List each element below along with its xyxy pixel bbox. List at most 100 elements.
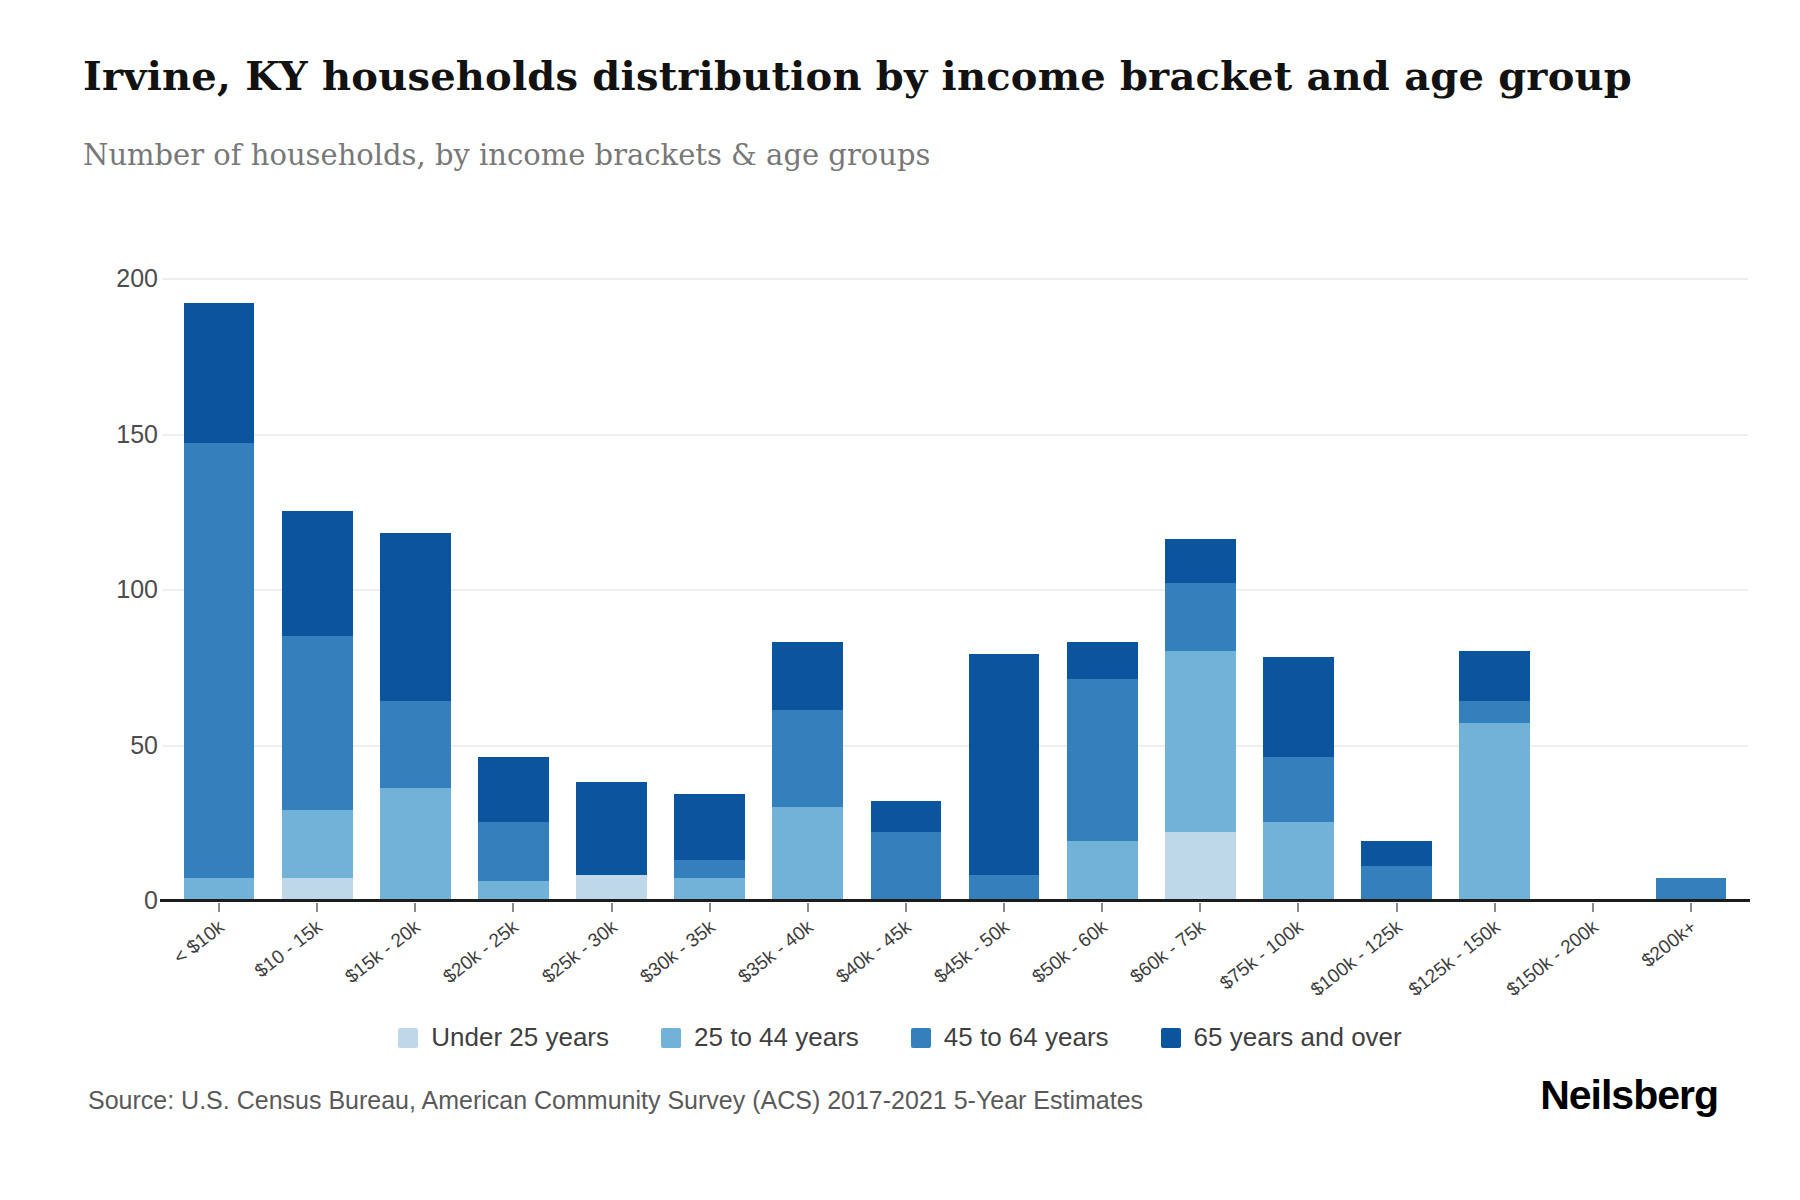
bar-segment-45k-50k-65-years-and-over[interactable]	[969, 654, 1040, 875]
band-50k-60k	[1053, 278, 1151, 900]
bar-50k-60k	[1067, 642, 1138, 900]
neilsberg-logo: Neilsberg	[1540, 1072, 1718, 1119]
bar-25k-30k	[576, 782, 647, 900]
x-tick-30k-35k	[709, 903, 711, 912]
bar-segment-10k-25-to-44-years[interactable]	[184, 878, 255, 900]
bar-segment-75k-100k-45-to-64-years[interactable]	[1263, 757, 1334, 822]
x-tick-10k	[218, 903, 220, 912]
bar-45k-50k	[969, 654, 1040, 900]
legend-swatch-65-years-and-over	[1161, 1028, 1181, 1048]
bar-segment-10-15k-65-years-and-over[interactable]	[282, 511, 353, 635]
bar-segment-35k-40k-45-to-64-years[interactable]	[772, 710, 843, 806]
bar-segment-60k-75k-45-to-64-years[interactable]	[1165, 583, 1236, 651]
legend-label-25-to-44-years: 25 to 44 years	[694, 1022, 859, 1053]
band-10-15k	[268, 278, 366, 900]
x-tick-40k-45k	[905, 903, 907, 912]
x-tick-125k-150k	[1494, 903, 1496, 912]
bar-segment-25k-30k-under-25-years[interactable]	[576, 875, 647, 900]
bar-segment-100k-125k-45-to-64-years[interactable]	[1361, 866, 1432, 900]
x-tick-20k-25k	[512, 903, 514, 912]
bar-segment-15k-20k-65-years-and-over[interactable]	[380, 533, 451, 701]
bar-segment-45k-50k-45-to-64-years[interactable]	[969, 875, 1040, 900]
band-20k-25k	[464, 278, 562, 900]
band-10k	[170, 278, 268, 900]
bar-segment-125k-150k-25-to-44-years[interactable]	[1459, 723, 1530, 900]
band-35k-40k	[759, 278, 857, 900]
bar-segment-10k-45-to-64-years[interactable]	[184, 443, 255, 878]
bar-segment-30k-35k-45-to-64-years[interactable]	[674, 860, 745, 879]
x-tick-45k-50k	[1003, 903, 1005, 912]
bar-segment-25k-30k-65-years-and-over[interactable]	[576, 782, 647, 875]
bar-segment-75k-100k-65-years-and-over[interactable]	[1263, 657, 1334, 757]
bar-10-15k	[282, 511, 353, 900]
bar-segment-40k-45k-65-years-and-over[interactable]	[871, 801, 942, 832]
bar-segment-30k-35k-25-to-44-years[interactable]	[674, 878, 745, 900]
bar-10k	[184, 303, 255, 900]
legend-item-45-to-64-years[interactable]: 45 to 64 years	[911, 1022, 1109, 1053]
band-75k-100k	[1249, 278, 1347, 900]
legend-swatch-under-25-years	[398, 1028, 418, 1048]
x-tick-35k-40k	[807, 903, 809, 912]
bar-segment-125k-150k-45-to-64-years[interactable]	[1459, 701, 1530, 723]
legend-label-under-25-years: Under 25 years	[431, 1022, 609, 1053]
bar-segment-60k-75k-65-years-and-over[interactable]	[1165, 539, 1236, 583]
bar-segment-100k-125k-65-years-and-over[interactable]	[1361, 841, 1432, 866]
bar-segment-35k-40k-65-years-and-over[interactable]	[772, 642, 843, 710]
bars-container	[170, 278, 1740, 900]
y-tick-label-100: 100	[86, 575, 158, 603]
legend-item-under-25-years[interactable]: Under 25 years	[398, 1022, 609, 1053]
plot-area	[170, 278, 1740, 900]
band-200k	[1642, 278, 1740, 900]
bar-15k-20k	[380, 533, 451, 900]
bar-segment-30k-35k-65-years-and-over[interactable]	[674, 794, 745, 859]
x-tick-150k-200k	[1592, 903, 1594, 912]
bar-100k-125k	[1361, 841, 1432, 900]
bar-30k-35k	[674, 794, 745, 900]
x-tick-10-15k	[316, 903, 318, 912]
band-45k-50k	[955, 278, 1053, 900]
band-15k-20k	[366, 278, 464, 900]
legend-item-65-years-and-over[interactable]: 65 years and over	[1161, 1022, 1402, 1053]
bar-segment-20k-25k-25-to-44-years[interactable]	[478, 881, 549, 900]
bar-segment-10k-65-years-and-over[interactable]	[184, 303, 255, 443]
legend-label-65-years-and-over: 65 years and over	[1194, 1022, 1402, 1053]
bar-segment-60k-75k-25-to-44-years[interactable]	[1165, 651, 1236, 831]
x-tick-200k	[1690, 903, 1692, 912]
band-150k-200k	[1544, 278, 1642, 900]
bar-segment-20k-25k-65-years-and-over[interactable]	[478, 757, 549, 822]
bar-segment-15k-20k-25-to-44-years[interactable]	[380, 788, 451, 900]
bar-segment-35k-40k-25-to-44-years[interactable]	[772, 807, 843, 900]
bar-35k-40k	[772, 642, 843, 900]
bar-segment-50k-60k-65-years-and-over[interactable]	[1067, 642, 1138, 679]
legend-item-25-to-44-years[interactable]: 25 to 44 years	[661, 1022, 859, 1053]
band-30k-35k	[661, 278, 759, 900]
bar-segment-10-15k-45-to-64-years[interactable]	[282, 636, 353, 810]
band-125k-150k	[1446, 278, 1544, 900]
x-tick-50k-60k	[1101, 903, 1103, 912]
bar-segment-200k-45-to-64-years[interactable]	[1656, 878, 1727, 900]
bar-segment-20k-25k-45-to-64-years[interactable]	[478, 822, 549, 881]
bar-segment-10-15k-25-to-44-years[interactable]	[282, 810, 353, 878]
bar-segment-75k-100k-25-to-44-years[interactable]	[1263, 822, 1334, 900]
bar-40k-45k	[871, 801, 942, 901]
bar-segment-60k-75k-under-25-years[interactable]	[1165, 832, 1236, 900]
y-tick-label-50: 50	[86, 731, 158, 759]
legend-label-45-to-64-years: 45 to 64 years	[944, 1022, 1109, 1053]
x-tick-75k-100k	[1297, 903, 1299, 912]
bar-segment-50k-60k-45-to-64-years[interactable]	[1067, 679, 1138, 841]
x-axis-line	[160, 899, 1750, 902]
bar-segment-15k-20k-45-to-64-years[interactable]	[380, 701, 451, 788]
y-tick-label-0: 0	[86, 886, 158, 914]
x-tick-15k-20k	[414, 903, 416, 912]
y-tick-label-150: 150	[86, 420, 158, 448]
bar-segment-10-15k-under-25-years[interactable]	[282, 878, 353, 900]
bar-20k-25k	[478, 757, 549, 900]
bar-segment-125k-150k-65-years-and-over[interactable]	[1459, 651, 1530, 701]
legend-swatch-25-to-44-years	[661, 1028, 681, 1048]
x-tick-100k-125k	[1396, 903, 1398, 912]
bar-60k-75k	[1165, 539, 1236, 900]
bar-segment-50k-60k-25-to-44-years[interactable]	[1067, 841, 1138, 900]
y-tick-label-200: 200	[86, 264, 158, 292]
bar-segment-40k-45k-45-to-64-years[interactable]	[871, 832, 942, 900]
x-tick-25k-30k	[611, 903, 613, 912]
